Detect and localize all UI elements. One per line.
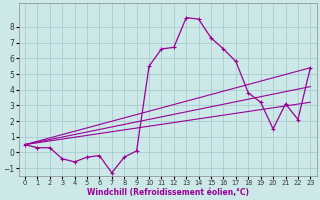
X-axis label: Windchill (Refroidissement éolien,°C): Windchill (Refroidissement éolien,°C) [87, 188, 249, 197]
